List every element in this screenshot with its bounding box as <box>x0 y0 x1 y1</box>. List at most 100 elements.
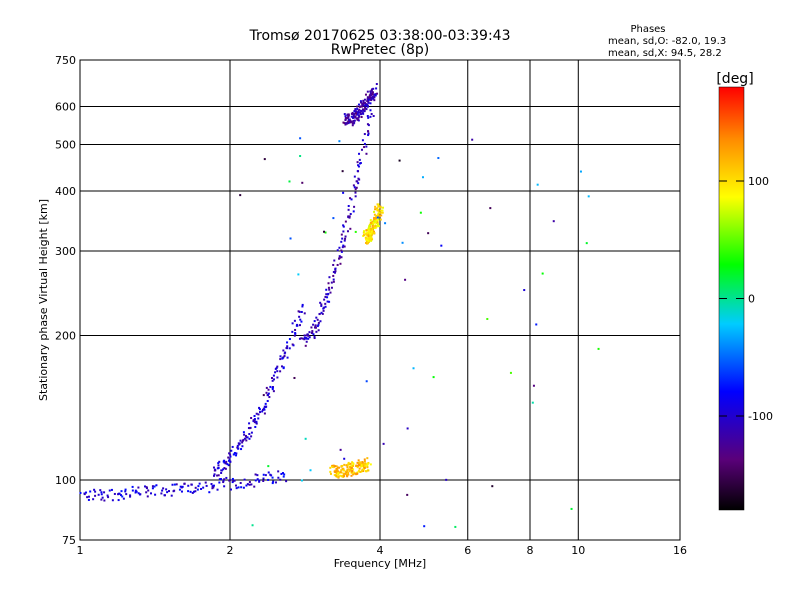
data-point <box>253 485 256 488</box>
data-point <box>225 476 228 479</box>
data-point <box>341 170 344 173</box>
data-point <box>330 286 333 289</box>
data-point <box>257 413 260 416</box>
data-point <box>373 230 376 233</box>
data-point <box>374 93 377 96</box>
data-point <box>85 491 88 494</box>
phases-stats: Phases mean, sd,O: -82.0, 19.3 mean, sd,… <box>608 24 726 59</box>
data-point <box>93 488 96 491</box>
data-point <box>368 235 371 238</box>
data-point <box>419 211 422 214</box>
data-point <box>366 237 369 240</box>
data-point <box>239 439 242 442</box>
data-point <box>362 99 365 102</box>
data-point <box>236 444 239 447</box>
data-point <box>324 302 327 305</box>
data-point <box>189 490 192 493</box>
data-point <box>289 237 292 240</box>
data-point <box>374 208 377 211</box>
data-point <box>299 137 302 140</box>
data-point <box>149 492 152 495</box>
data-point <box>347 468 350 471</box>
data-point <box>125 493 128 496</box>
data-point <box>347 120 350 123</box>
data-point <box>369 229 372 232</box>
data-point <box>277 470 280 473</box>
phases-x-stats: mean, sd,X: 94.5, 28.2 <box>608 48 722 59</box>
data-point <box>369 98 372 101</box>
data-point <box>284 351 287 354</box>
data-point <box>222 479 225 482</box>
data-point <box>285 480 288 483</box>
data-point <box>271 388 274 391</box>
data-point <box>357 464 360 467</box>
data-point <box>359 162 362 165</box>
data-point <box>345 474 348 477</box>
data-point <box>364 462 367 465</box>
data-point <box>535 323 538 326</box>
data-point <box>301 337 304 340</box>
data-point <box>317 321 320 324</box>
data-point <box>373 220 376 223</box>
y-tick-label: 600 <box>55 101 76 114</box>
data-point <box>303 338 306 341</box>
data-point <box>344 118 347 121</box>
data-point <box>406 427 409 430</box>
data-point <box>228 452 231 455</box>
data-point <box>348 215 351 218</box>
data-point <box>570 507 573 510</box>
data-point <box>360 110 363 113</box>
data-point <box>291 330 294 333</box>
data-point <box>362 463 365 466</box>
data-point <box>359 101 362 104</box>
data-point <box>340 249 343 252</box>
data-point <box>145 491 148 494</box>
data-point <box>369 115 372 118</box>
data-point <box>374 221 377 224</box>
data-point <box>304 437 307 440</box>
data-point <box>349 466 352 469</box>
data-point <box>367 469 370 472</box>
data-point <box>454 525 457 528</box>
data-point <box>334 267 337 270</box>
data-point <box>361 104 364 107</box>
data-point <box>440 244 443 247</box>
data-point <box>366 115 369 118</box>
data-point <box>358 105 361 108</box>
data-point <box>321 312 324 315</box>
data-point <box>366 242 369 245</box>
data-point <box>370 93 373 96</box>
data-point <box>327 286 330 289</box>
data-point <box>217 462 220 465</box>
data-point <box>340 469 343 472</box>
data-point <box>376 224 379 227</box>
data-point <box>356 118 359 121</box>
data-point <box>170 494 173 497</box>
data-point <box>263 405 266 408</box>
data-point <box>220 471 223 474</box>
data-point <box>339 471 342 474</box>
data-point <box>253 421 256 424</box>
y-tick-label: 200 <box>55 330 76 343</box>
data-point <box>131 489 134 492</box>
data-point <box>315 316 318 319</box>
data-point <box>366 104 369 107</box>
data-point <box>246 436 249 439</box>
data-point <box>346 466 349 469</box>
data-point <box>341 237 344 240</box>
data-point <box>248 480 251 483</box>
data-point <box>315 330 318 333</box>
data-point <box>361 102 364 105</box>
data-point <box>352 116 355 119</box>
data-point <box>373 218 376 221</box>
data-point <box>345 471 348 474</box>
data-point <box>371 224 374 227</box>
data-point <box>358 467 361 470</box>
data-point <box>281 472 284 475</box>
data-point <box>353 113 356 116</box>
data-point <box>253 418 256 421</box>
data-point <box>359 111 362 114</box>
data-point <box>305 337 308 340</box>
data-point <box>363 101 366 104</box>
data-point <box>372 221 375 224</box>
